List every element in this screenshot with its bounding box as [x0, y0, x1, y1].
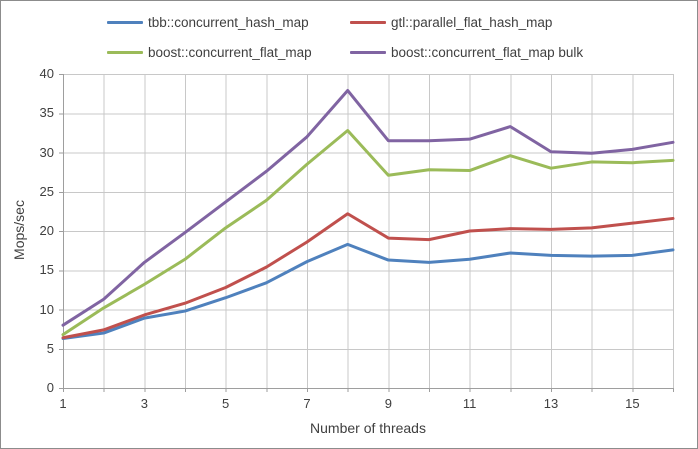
- y-tick-label: 10: [39, 301, 54, 317]
- x-tick-label: 5: [222, 396, 230, 411]
- y-tick-label: 20: [39, 223, 54, 238]
- y-tick-label: 35: [39, 105, 54, 121]
- legend-item: boost::concurrent_flat_map: [107, 43, 350, 62]
- x-tick-label: 9: [384, 396, 392, 411]
- x-tick-label: 3: [140, 396, 148, 411]
- y-tick-label: 40: [39, 66, 54, 81]
- y-tick-label: 25: [39, 183, 54, 199]
- series-line-boost-concurrent-flat-map-bulk: [61, 88, 675, 327]
- legend-item: tbb::concurrent_hash_map: [107, 13, 350, 32]
- series-line-gtl-parallel-flat-hash-map: [61, 212, 675, 340]
- y-tick-label: 15: [39, 262, 54, 278]
- y-tick-label: 5: [46, 340, 54, 356]
- legend-label: gtl::parallel_flat_hash_map: [391, 15, 553, 30]
- series-line-tbb-concurrent-hash-map: [61, 242, 675, 341]
- legend-swatch-line: [350, 21, 386, 24]
- legend-label: tbb::concurrent_hash_map: [148, 15, 309, 30]
- legend: tbb::concurrent_hash_map gtl::parallel_fl…: [107, 13, 583, 62]
- legend-item: boost::concurrent_flat_map bulk: [350, 43, 583, 62]
- x-tick-label: 7: [303, 396, 311, 411]
- legend-item: gtl::parallel_flat_hash_map: [350, 13, 583, 32]
- y-tick-label: 30: [39, 144, 54, 160]
- legend-swatch-line: [107, 51, 143, 54]
- x-tick-label: 11: [462, 396, 477, 411]
- series-line-boost-concurrent-flat-map: [61, 129, 675, 337]
- legend-label: boost::concurrent_flat_map: [148, 45, 312, 60]
- legend-label: boost::concurrent_flat_map bulk: [391, 45, 584, 60]
- x-axis-title: Number of threads: [310, 420, 426, 436]
- x-tick-label: 1: [59, 396, 67, 411]
- legend-swatch-line: [350, 51, 386, 54]
- y-tick-label: 0: [46, 380, 54, 395]
- legend-swatch-line: [107, 21, 143, 24]
- x-tick-label: 13: [543, 396, 559, 411]
- x-tick-label: 15: [625, 396, 640, 411]
